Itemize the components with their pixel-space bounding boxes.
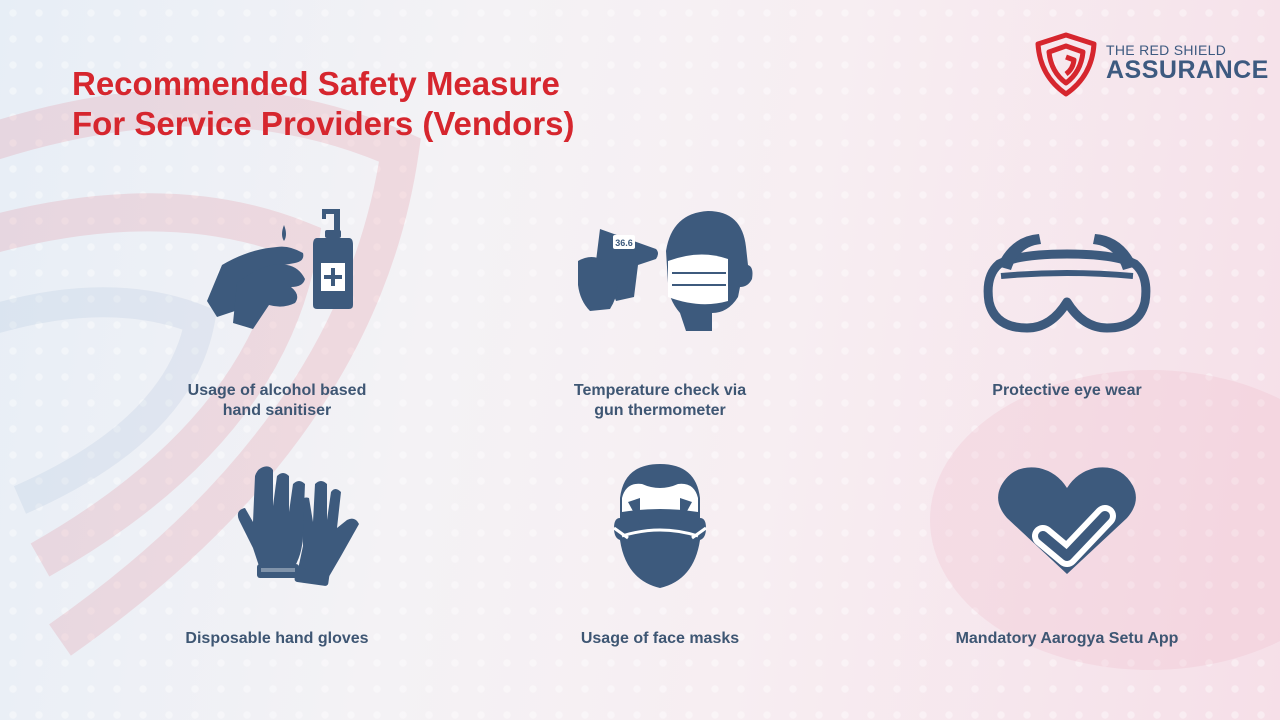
brand-logo: THE RED SHIELD ASSURANCE	[1034, 32, 1268, 98]
shield-icon	[1035, 32, 1097, 97]
label-thermometer: Temperature check via gun thermometer	[573, 382, 747, 419]
label-gloves: Disposable hand gloves	[185, 630, 369, 647]
label-hand-sanitiser: Usage of alcohol based hand sanitiser	[187, 382, 367, 419]
item-aarogya-setu: Mandatory Aarogya Setu App	[937, 462, 1197, 647]
thermometer-gun-icon: 36.6	[578, 211, 753, 331]
item-face-mask: Usage of face masks	[530, 462, 790, 647]
goggles-icon	[983, 234, 1151, 333]
page-title: Recommended Safety Measure For Service P…	[72, 64, 575, 144]
label-face-mask: Usage of face masks	[580, 630, 740, 647]
hand-sanitiser-icon	[207, 209, 353, 329]
label-goggles: Protective eye wear	[992, 382, 1142, 399]
thermometer-reading: 36.6	[615, 238, 633, 248]
logo-small-text: THE RED SHIELD	[1106, 42, 1227, 58]
item-hand-sanitiser: Usage of alcohol based hand sanitiser	[147, 205, 407, 419]
gloves-icon	[237, 466, 359, 586]
face-mask-icon	[613, 464, 707, 588]
item-gloves: Disposable hand gloves	[147, 462, 407, 647]
label-aarogya-setu: Mandatory Aarogya Setu App	[955, 630, 1179, 647]
title-line-2: For Service Providers (Vendors)	[72, 105, 575, 142]
title-line-1: Recommended Safety Measure	[72, 65, 560, 102]
logo-big-text: ASSURANCE	[1106, 56, 1269, 84]
heart-check-icon	[998, 467, 1136, 574]
item-goggles: Protective eye wear	[937, 230, 1197, 399]
item-thermometer: 36.6 Temperature check via gun thermomet…	[530, 205, 790, 419]
